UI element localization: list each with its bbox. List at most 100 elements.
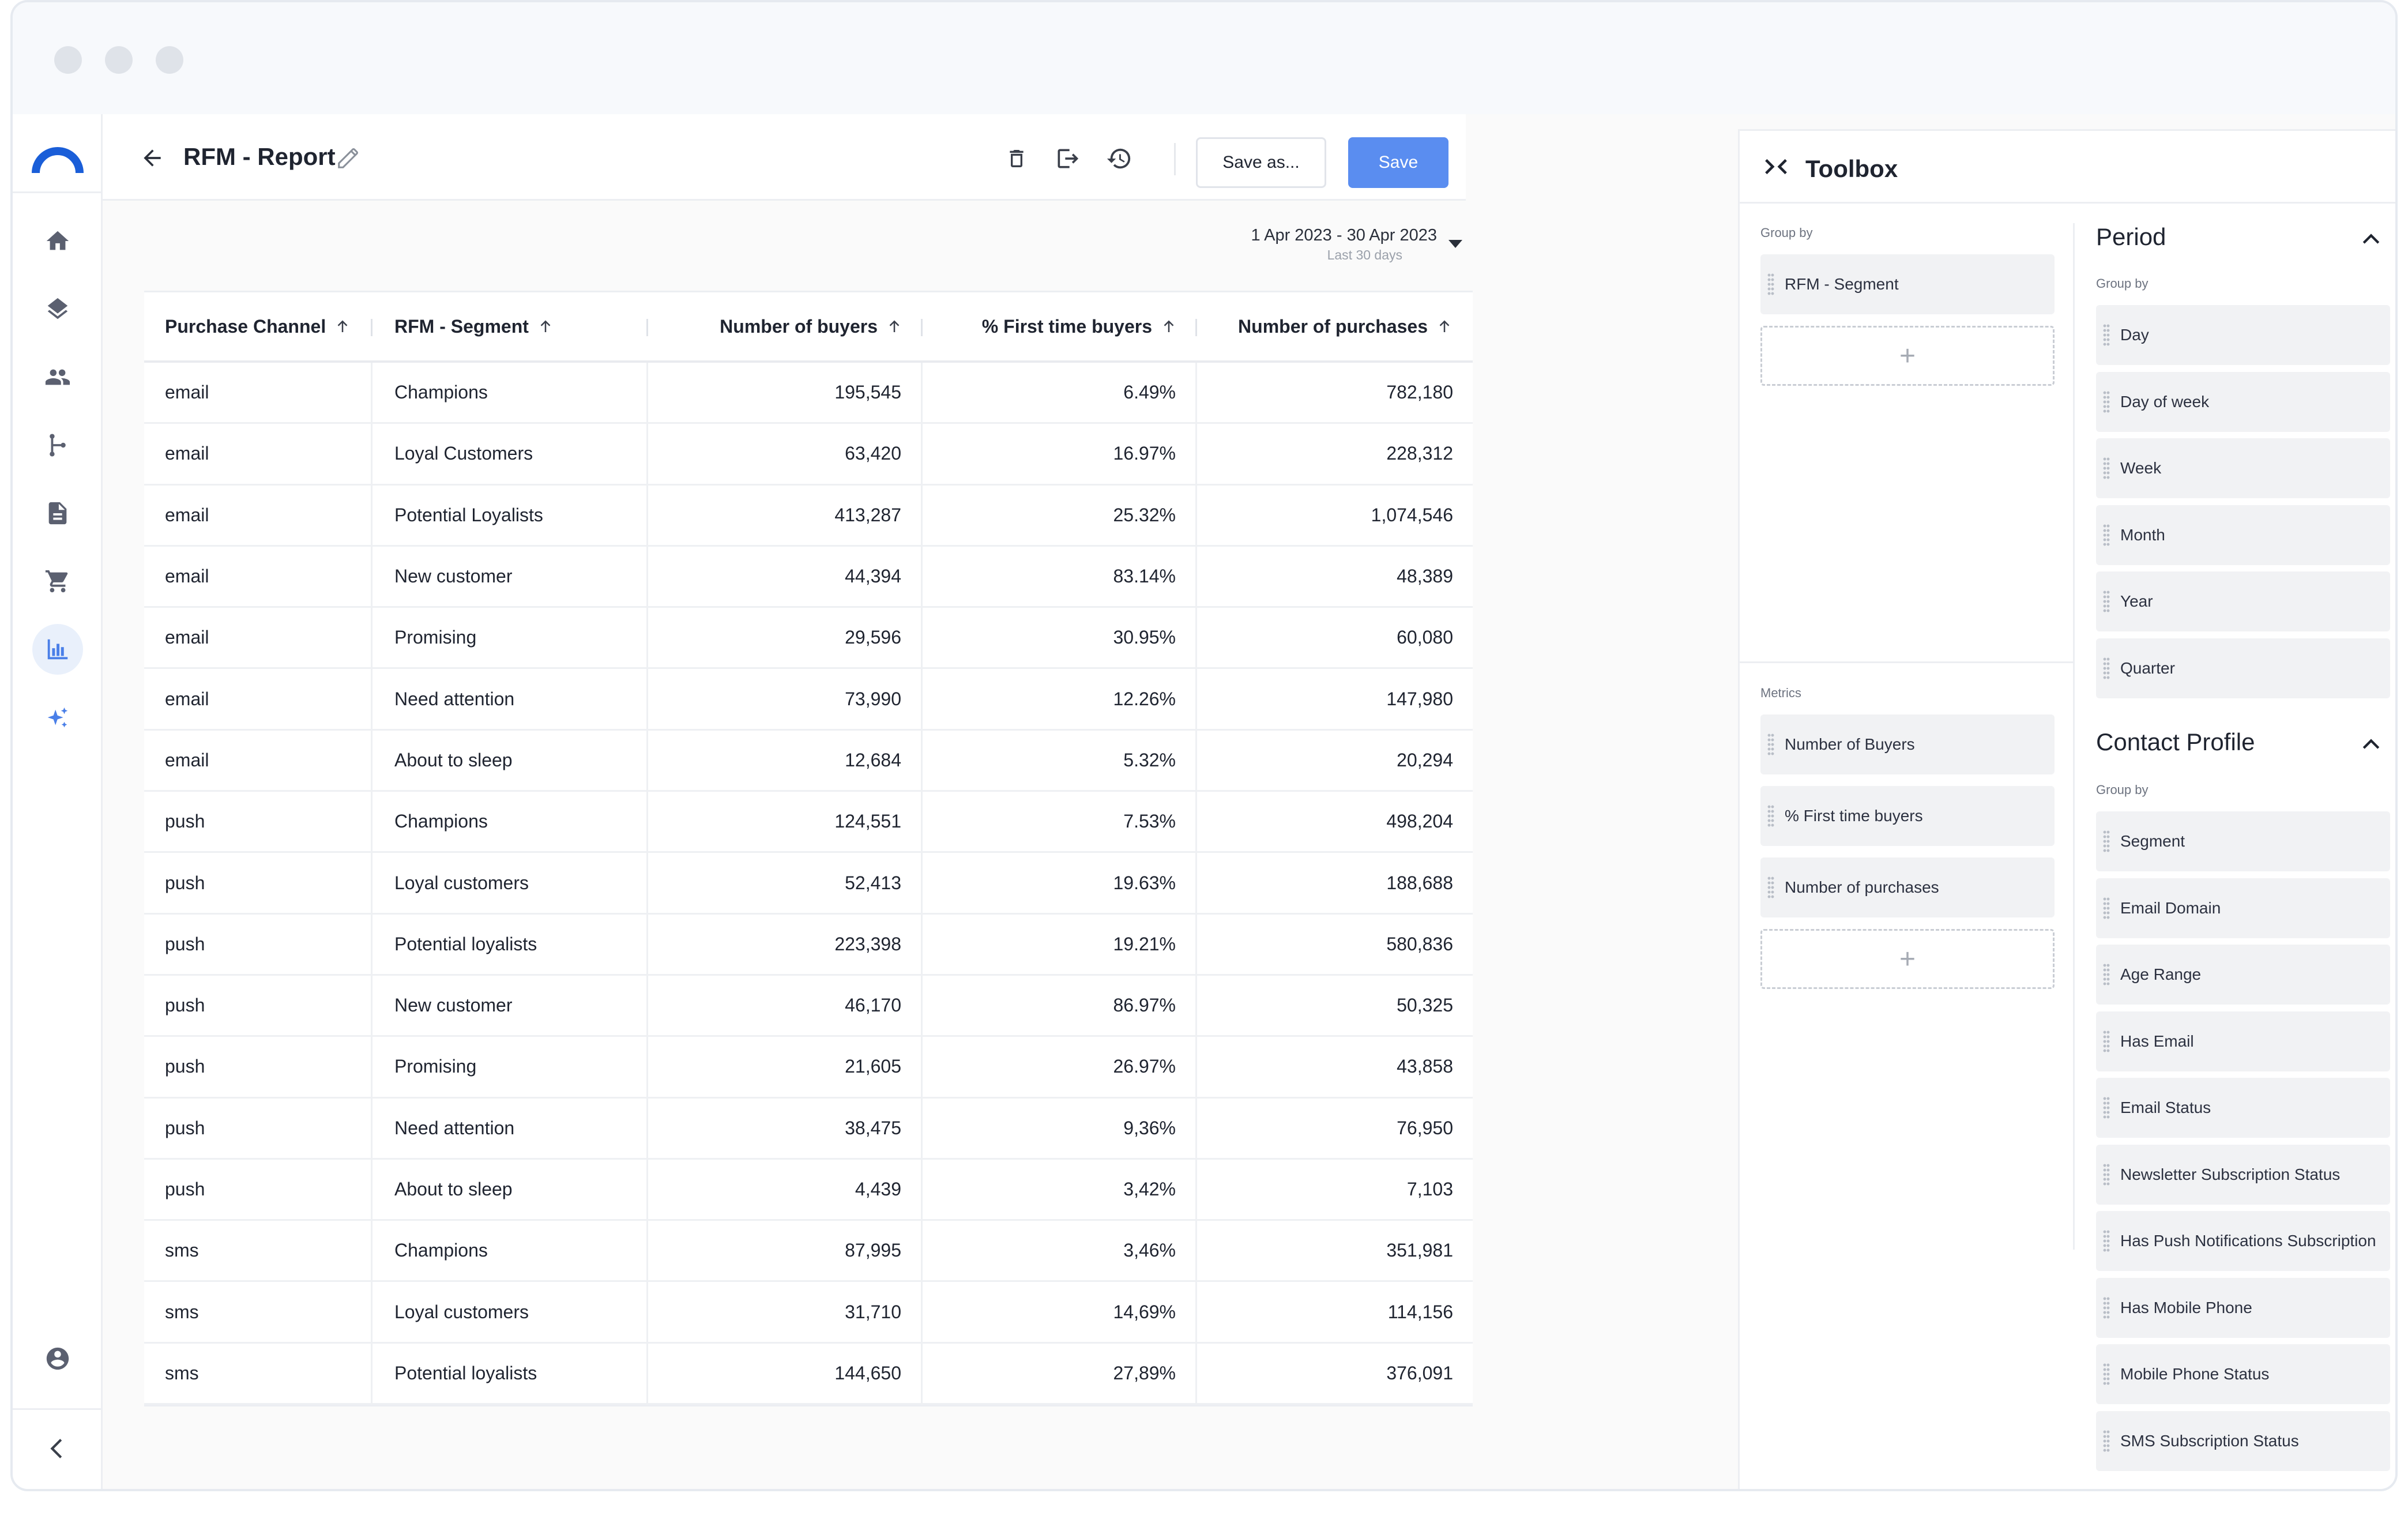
table-row[interactable]: push Promising 21,605 26.97% 43,858 [144, 1037, 1473, 1099]
nav-ai[interactable] [32, 693, 83, 744]
sort-arrow-icon[interactable] [334, 317, 351, 336]
period-chip[interactable]: Week [2096, 438, 2390, 498]
table-row[interactable]: email Promising 29,596 30.95% 60,080 [144, 608, 1473, 670]
table-row[interactable]: push Potential loyalists 223,398 19.21% 580,… [144, 914, 1473, 976]
contact-profile-chip[interactable]: Has Mobile Phone [2096, 1277, 2390, 1338]
save-button[interactable]: Save [1348, 137, 1448, 188]
table-row[interactable]: email About to sleep 12,684 5.32% 20,294 [144, 730, 1473, 792]
drag-handle-icon[interactable] [2103, 1229, 2110, 1253]
column-header[interactable]: % First time buyers [923, 292, 1197, 360]
column-header[interactable]: Purchase Channel [144, 292, 373, 360]
table-row[interactable]: email Need attention 73,990 12.26% 147,980 [144, 669, 1473, 731]
delete-button[interactable] [1002, 144, 1031, 173]
date-range-selector[interactable]: 1 Apr 2023 - 30 Apr 2023 Last 30 days [1195, 226, 1437, 263]
drag-handle-icon[interactable] [1767, 733, 1774, 756]
metric-chip[interactable]: % First time buyers [1760, 786, 2055, 846]
drag-handle-icon[interactable] [2103, 1029, 2110, 1053]
nav-layers[interactable] [32, 284, 83, 334]
contact-profile-chip[interactable]: Has Push Notifications Subscription [2096, 1211, 2390, 1271]
table-row[interactable]: email Champions 195,545 6.49% 782,180 [144, 363, 1473, 424]
contact-profile-chip[interactable]: SMS Subscription Status [2096, 1411, 2390, 1471]
chip-label: Month [2120, 525, 2165, 544]
contact-profile-chip[interactable]: Mobile Phone Status [2096, 1344, 2390, 1404]
contact-profile-chip[interactable]: Email Status [2096, 1078, 2390, 1138]
drag-handle-icon[interactable] [2103, 656, 2110, 680]
window-maximize-dot[interactable] [156, 46, 183, 74]
metric-chip[interactable]: Number of Buyers [1760, 714, 2055, 774]
drag-handle-icon[interactable] [1767, 273, 1774, 296]
drag-handle-icon[interactable] [1767, 804, 1774, 828]
column-header-label: Purchase Channel [165, 315, 326, 337]
metric-chip[interactable]: Number of purchases [1760, 857, 2055, 917]
nav-collapse[interactable] [32, 1423, 83, 1474]
expand-collapse-icon[interactable] [1763, 155, 1789, 178]
group-by-chip[interactable]: RFM - Segment [1760, 254, 2055, 314]
column-header[interactable]: Number of buyers [648, 292, 923, 360]
window-minimize-dot[interactable] [105, 46, 133, 74]
chevron-up-icon[interactable] [2361, 232, 2381, 245]
drag-handle-icon[interactable] [2103, 457, 2110, 480]
caret-down-icon[interactable] [1448, 240, 1462, 248]
table-row[interactable]: push New customer 46,170 86.97% 50,325 [144, 975, 1473, 1037]
period-chip[interactable]: Day of week [2096, 371, 2390, 432]
drag-handle-icon[interactable] [1767, 876, 1774, 899]
contact-profile-section-title: Contact Profile [2096, 728, 2255, 755]
table-row[interactable]: email Loyal Customers 63,420 16.97% 228,312 [144, 424, 1473, 486]
cell-first-time: 14,69% [923, 1282, 1197, 1342]
sort-arrow-icon[interactable] [537, 317, 554, 336]
nav-home[interactable] [32, 216, 83, 266]
table-row[interactable]: email New customer 44,394 83.14% 48,389 [144, 546, 1473, 608]
drag-handle-icon[interactable] [2103, 590, 2110, 613]
nav-documents[interactable] [32, 488, 83, 539]
drag-handle-icon[interactable] [2103, 1096, 2110, 1119]
chevron-up-icon[interactable] [2361, 738, 2381, 750]
period-chip[interactable]: Year [2096, 571, 2390, 631]
table-row[interactable]: push Champions 124,551 7.53% 498,204 [144, 792, 1473, 853]
drag-handle-icon[interactable] [2103, 1296, 2110, 1319]
drag-handle-icon[interactable] [2103, 1429, 2110, 1453]
table-row[interactable]: sms Potential loyalists 144,650 27,89% 376,0… [144, 1343, 1473, 1405]
save-as-button[interactable]: Save as... [1196, 137, 1326, 188]
table-row[interactable]: sms Loyal customers 31,710 14,69% 114,156 [144, 1282, 1473, 1344]
nav-analytics[interactable] [32, 624, 83, 675]
window-close-dot[interactable] [54, 46, 82, 74]
pencil-icon[interactable] [336, 144, 362, 171]
sort-arrow-icon[interactable] [1436, 317, 1453, 336]
nav-cart[interactable] [32, 556, 83, 607]
contact-profile-chip[interactable]: Segment [2096, 811, 2390, 871]
drag-handle-icon[interactable] [2103, 1363, 2110, 1386]
nav-people[interactable] [32, 352, 83, 403]
history-button[interactable] [1105, 144, 1134, 173]
drag-handle-icon[interactable] [2103, 896, 2110, 920]
back-button[interactable] [136, 142, 168, 174]
metrics-dropzone[interactable]: + [1760, 929, 2055, 989]
table-row[interactable]: push Loyal customers 52,413 19.63% 188,688 [144, 853, 1473, 915]
group-by-dropzone[interactable]: + [1760, 326, 2055, 386]
column-header[interactable]: Number of purchases [1197, 292, 1473, 360]
table-row[interactable]: email Potential Loyalists 413,287 25.32% 1,0… [144, 485, 1473, 547]
contact-profile-chip[interactable]: Email Domain [2096, 878, 2390, 938]
period-chip[interactable]: Month [2096, 505, 2390, 565]
drag-handle-icon[interactable] [2103, 523, 2110, 547]
contact-profile-chip[interactable]: Has Email [2096, 1011, 2390, 1071]
export-button[interactable] [1053, 144, 1082, 173]
drag-handle-icon[interactable] [2103, 1163, 2110, 1186]
drag-handle-icon[interactable] [2103, 324, 2110, 347]
table-row[interactable]: push Need attention 38,475 9,36% 76,950 [144, 1098, 1473, 1160]
period-chip[interactable]: Quarter [2096, 638, 2390, 698]
sort-arrow-icon[interactable] [1160, 317, 1177, 336]
nav-account[interactable] [32, 1333, 83, 1384]
nav-flow[interactable] [32, 420, 83, 471]
contact-profile-chip[interactable]: Age Range [2096, 945, 2390, 1005]
chip-label: Email Status [2120, 1099, 2211, 1117]
drag-handle-icon[interactable] [2103, 830, 2110, 853]
contact-profile-chip[interactable]: Newsletter Subscription Status [2096, 1144, 2390, 1205]
table-row[interactable]: sms Champions 87,995 3,46% 351,981 [144, 1221, 1473, 1282]
brand-logo[interactable] [30, 142, 85, 176]
sort-arrow-icon[interactable] [886, 317, 903, 336]
column-header[interactable]: RFM - Segment [373, 292, 648, 360]
drag-handle-icon[interactable] [2103, 390, 2110, 413]
drag-handle-icon[interactable] [2103, 963, 2110, 986]
period-chip[interactable]: Day [2096, 305, 2390, 365]
table-row[interactable]: push About to sleep 4,439 3,42% 7,103 [144, 1159, 1473, 1221]
